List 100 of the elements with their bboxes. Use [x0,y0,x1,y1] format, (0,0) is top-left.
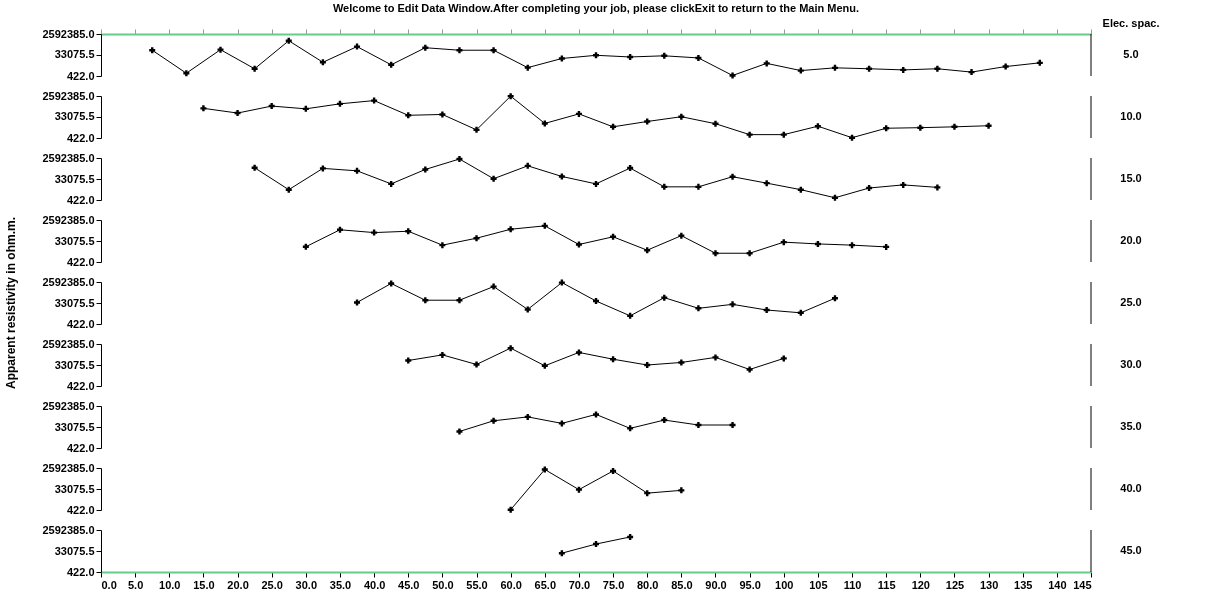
x-tick-label: 80.0 [637,578,659,591]
point [934,65,941,72]
y-tick-label: 33075.5 [54,420,95,433]
y-tick-label: 2592385.0 [42,523,95,536]
point [780,355,787,362]
point [456,47,463,54]
point [729,173,736,180]
point [541,120,548,127]
point [473,235,480,242]
point [695,422,702,429]
y-tick-label: 422.0 [66,255,95,268]
x-tick-label: 25.0 [261,578,283,591]
point [695,54,702,61]
point [644,118,651,125]
y-tick-label: 33075.5 [54,296,95,309]
x-tick-label: 125 [945,578,965,591]
x-tick-label: 30.0 [295,578,318,591]
point [354,299,361,306]
point [712,120,719,127]
point [405,357,412,364]
point [422,297,429,304]
point [200,105,207,112]
point [627,425,634,432]
point [1002,63,1009,70]
point [558,55,565,62]
point [456,156,463,163]
point [473,361,480,368]
y-tick-label: 422.0 [66,441,95,454]
y-tick-label: 2592385.0 [42,151,95,164]
point [746,366,753,373]
point [746,131,753,138]
text: 45.0 [1120,544,1142,556]
x-tick-label: 95.0 [739,578,761,591]
point [507,93,514,100]
point [763,180,770,187]
point [524,64,531,71]
x-tick-label: 90.0 [705,578,727,591]
y-tick-label: 33075.5 [54,234,95,247]
x-tick-label: 135 [1014,578,1033,591]
point [729,301,736,308]
x-tick-label: 40.0 [363,578,386,591]
y-tick-label: 33075.5 [54,358,95,371]
point [985,122,992,129]
y-tick-label: 2592385.0 [42,399,95,412]
y-tick-label: 422.0 [66,379,95,392]
x-tick-label: 75.0 [602,578,625,591]
point [575,241,582,248]
point [354,43,361,50]
point [439,242,446,249]
point [797,67,804,74]
y-tick-label: 2592385.0 [42,89,95,102]
y-tick-label: 422.0 [66,193,95,206]
point [507,506,514,513]
y-tick-label: 2592385.0 [42,213,95,226]
point [934,184,941,191]
point [473,126,480,133]
point [695,305,702,312]
point [183,70,190,77]
x-tick-label: 120 [911,578,930,591]
point [371,229,378,236]
point [490,283,497,290]
x-tick-label: 15.0 [193,578,215,591]
point [558,279,565,286]
x-tick-label: 70.0 [568,578,591,591]
point [763,60,770,67]
y-tick-label: 33075.5 [54,110,95,123]
point [456,428,463,435]
y-tick-label: 2592385.0 [42,27,95,40]
y-tick-label: 422.0 [66,317,95,330]
text: 25.0 [1120,296,1142,308]
point [917,124,924,131]
point [678,487,685,494]
point [575,486,582,493]
text: 20.0 [1120,234,1142,246]
y-tick-label: 422.0 [66,565,95,578]
point [695,183,702,190]
point [422,166,429,173]
point [507,345,514,352]
point [490,175,497,182]
point [490,47,497,54]
y-tick-label: 422.0 [66,69,95,82]
y-tick-label: 33075.5 [54,482,95,495]
x-tick-label: 85.0 [671,578,693,591]
y-tick-label: 33075.5 [54,48,95,61]
x-tick-label: 65.0 [534,578,556,591]
x-tick-label: 105 [809,578,828,591]
point [251,65,258,72]
point [558,420,565,427]
point [405,112,412,119]
point [678,359,685,366]
point [763,307,770,314]
x-tick-label: 60.0 [500,578,522,591]
point [234,110,241,117]
y-tick-label: 2592385.0 [42,337,95,350]
point [541,466,548,473]
x-tick-label: 5.0 [127,578,144,591]
text: Elec. spac. [1102,17,1160,29]
point [951,123,958,130]
point [575,349,582,356]
point [268,103,275,110]
